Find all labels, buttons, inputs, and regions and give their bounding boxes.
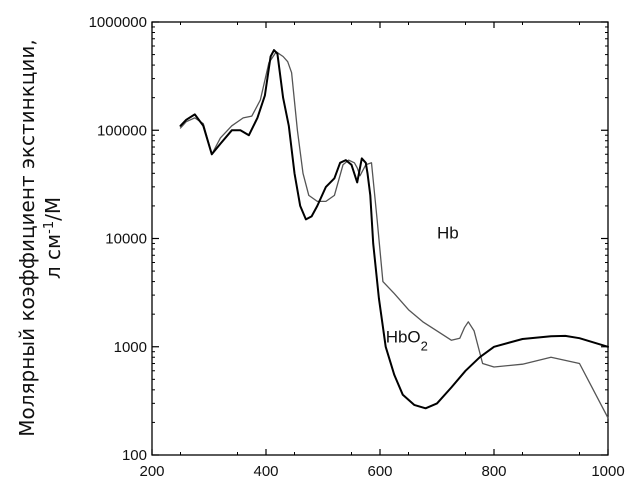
y-tick-label: 100000 — [97, 122, 147, 139]
y-axis-label-line2: л см-1/М — [41, 197, 65, 279]
x-tick-label: 800 — [481, 463, 506, 480]
x-tick-label: 1000 — [591, 463, 624, 480]
x-tick-label: 400 — [253, 463, 278, 480]
y-axis-label-line1: Молярный коэффициент экстинкции, — [15, 39, 39, 437]
series-layer — [179, 49, 609, 419]
series-line-hbo2 — [179, 49, 609, 410]
series-label-hb: Hb — [437, 224, 459, 243]
axes: 200 400 600 800 1000 100 1000 10000 100000 100000… — [89, 14, 625, 480]
series-line-hb — [179, 51, 609, 419]
y-tick-label: 100 — [122, 447, 147, 464]
y-axis-label: Молярный коэффициент экстинкции, л см-1/… — [15, 39, 65, 437]
x-tick-label: 200 — [139, 463, 164, 480]
y-tick-label: 1000000 — [89, 14, 147, 31]
plot-frame — [151, 21, 609, 456]
series-label-hbo2: HbO2 — [386, 327, 428, 353]
y-tick-label: 10000 — [105, 231, 147, 248]
y-tick-label: 1000 — [114, 339, 147, 356]
label-layer: Hb HbO2 — [386, 224, 459, 353]
x-tick-label: 600 — [367, 463, 392, 480]
